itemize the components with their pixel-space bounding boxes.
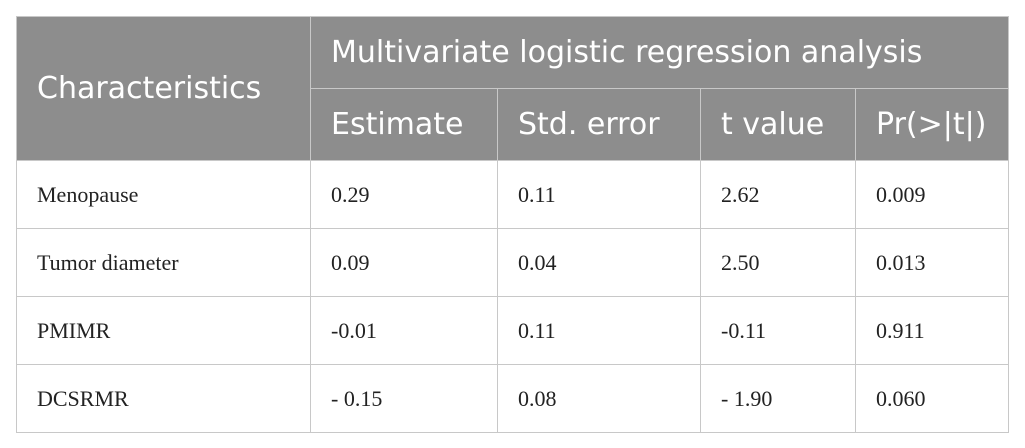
table-body: Menopause 0.29 0.11 2.62 0.009 Tumor diameter… [16, 160, 1009, 433]
cell: 2.50 [700, 228, 856, 297]
cell: - 1.90 [700, 364, 856, 433]
column-header: Std. error [497, 88, 701, 161]
cell: 0.09 [310, 228, 498, 297]
cell: 0.009 [855, 160, 1009, 229]
column-header: t value [700, 88, 856, 161]
header-row: Characteristics Multivariate logistic re… [16, 16, 1009, 161]
table-row: DCSRMR - 0.15 0.08- 1.90 0.060 [16, 364, 1009, 433]
table-row: Tumor diameter 0.09 0.04 2.50 0.013 [16, 228, 1009, 297]
cell: 0.060 [855, 364, 1009, 433]
cell: 0.08 [497, 364, 701, 433]
cell: 2.62 [700, 160, 856, 229]
header-row: Estimate Std. error t value Pr(>|t|) [17, 88, 1009, 161]
cell: -0.11 [700, 296, 856, 365]
column-header: Estimate [310, 88, 498, 161]
header-title: Characteristics [16, 16, 311, 161]
cell: 0.04 [497, 228, 701, 297]
regression-table: Characteristics Multivariate logistic re… [16, 16, 1009, 433]
cell: 0.29 [310, 160, 498, 229]
cell: 0.11 [497, 160, 701, 229]
cell: 0.11 [497, 296, 701, 365]
cell: -0.01 [310, 296, 498, 365]
cell: 0.911 [855, 296, 1009, 365]
cell: 0.013 [855, 228, 1009, 297]
row-label: PMIMR [16, 296, 311, 365]
row-label: Menopause [16, 160, 311, 229]
column-header: Pr(>|t|) [855, 88, 1009, 161]
table-row: PMIMR -0.01 0.11 -0.11 0.911 [16, 296, 1009, 365]
header-group: Multivariate logistic regression analysi… [310, 16, 1009, 89]
row-label: Tumor diameter [16, 228, 311, 297]
cell: - 0.15 [310, 364, 498, 433]
table-row: Menopause 0.29 0.11 2.62 0.009 [16, 160, 1009, 229]
row-label: DCSRMR [16, 364, 311, 433]
